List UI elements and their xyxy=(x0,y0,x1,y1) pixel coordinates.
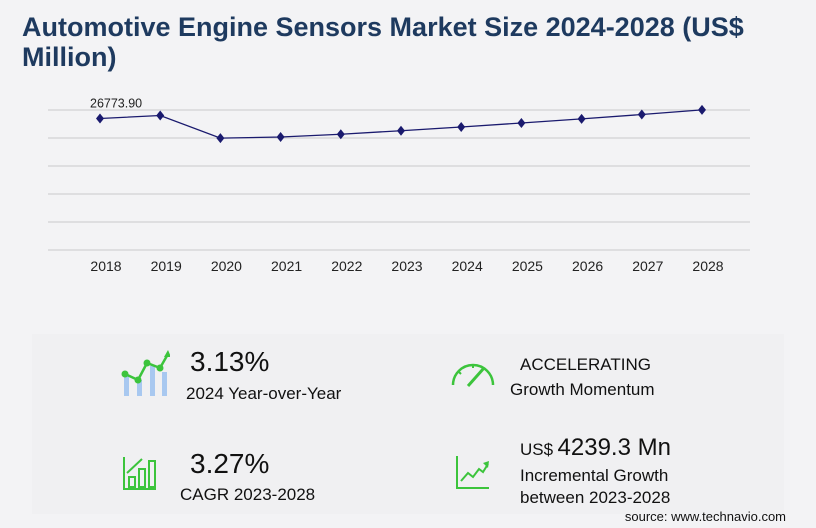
x-tick-label: 2024 xyxy=(452,258,483,274)
data-point-2023 xyxy=(397,125,405,136)
x-tick-label: 2020 xyxy=(211,258,242,274)
data-point-2019 xyxy=(156,110,165,121)
incremental-value: 4239.3 Mn xyxy=(557,434,671,461)
data-label: 26773.90 xyxy=(90,96,142,110)
data-point-2025 xyxy=(517,118,526,129)
cagr-value: 3.27% xyxy=(190,448,270,479)
data-point-2026 xyxy=(577,113,586,124)
x-tick-label: 2022 xyxy=(331,258,362,274)
line-growth-icon xyxy=(456,456,489,489)
currency-prefix: US$ xyxy=(520,440,554,459)
data-point-2027 xyxy=(637,109,646,120)
cagr-label: CAGR 2023-2028 xyxy=(180,485,316,504)
incremental-label-1: Incremental Growth xyxy=(520,466,669,485)
incremental-label-2: between 2023-2028 xyxy=(520,488,671,507)
momentum-value: ACCELERATING xyxy=(520,355,651,374)
speedometer-icon xyxy=(451,363,495,387)
data-point-2024 xyxy=(457,121,466,132)
bar-line-growth-icon xyxy=(121,350,170,396)
x-tick-label: 2025 xyxy=(512,258,543,274)
stats-panel xyxy=(32,334,784,514)
line-chart: 2018 2019 2020 2021 2022 2023 2024 2025 2026 2027… xyxy=(48,96,750,274)
x-tick-label: 2027 xyxy=(632,258,663,274)
x-tick-label: 2028 xyxy=(692,258,723,274)
data-point-2021 xyxy=(276,132,285,143)
data-point-2028 xyxy=(698,104,706,115)
data-point-2018 xyxy=(96,113,104,124)
x-tick-label: 2021 xyxy=(271,258,302,274)
momentum-label: Growth Momentum xyxy=(510,380,655,399)
x-tick-label: 2023 xyxy=(391,258,422,274)
source-text: source: www.technavio.com xyxy=(624,509,786,524)
x-tick-label: 2026 xyxy=(572,258,603,274)
chart-title: Automotive Engine Sensors Market Size 20… xyxy=(22,12,744,72)
yoy-label: 2024 Year-over-Year xyxy=(186,384,342,403)
data-point-2022 xyxy=(336,129,345,140)
bar-chart-growth-icon xyxy=(123,457,156,490)
data-point-2020 xyxy=(216,133,225,144)
incremental-value-row: US$ 4239.3 Mn xyxy=(520,434,671,462)
yoy-value: 3.13% xyxy=(190,346,270,377)
x-tick-label: 2018 xyxy=(90,258,121,274)
x-tick-label: 2019 xyxy=(151,258,182,274)
